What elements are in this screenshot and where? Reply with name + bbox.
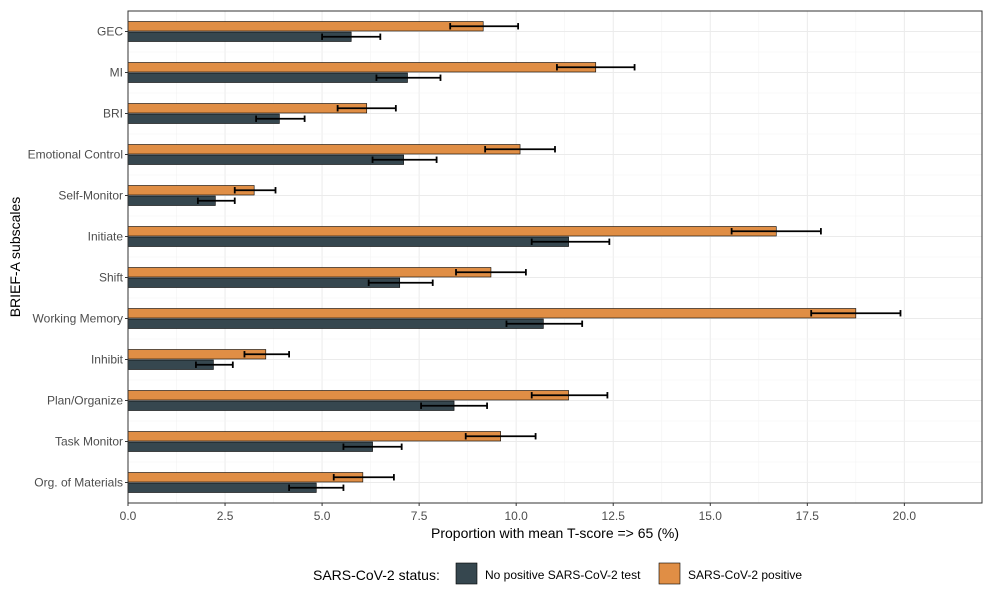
x-tick-label: 15.0 — [699, 509, 723, 523]
bar-no-positive — [127, 31, 352, 42]
grid — [127, 10, 982, 503]
y-axis: GEC MI BRI Emotional Control Self-Monitor Ini… — [28, 25, 128, 490]
y-axis-title: BRIEF-A subscales — [7, 197, 23, 318]
bar-positive — [127, 62, 597, 73]
bar-positive — [127, 267, 492, 278]
bar-no-positive — [127, 72, 408, 83]
x-tick-label: 17.5 — [796, 509, 820, 523]
legend-title: SARS-CoV-2 status: — [313, 567, 440, 583]
y-tick-label: GEC — [97, 25, 123, 39]
bar-no-positive — [127, 318, 544, 329]
y-tick-label: Inhibit — [91, 353, 124, 367]
bar-no-positive — [127, 482, 317, 493]
y-tick-label: Shift — [99, 271, 124, 285]
x-tick-label: 0.0 — [120, 509, 137, 523]
legend-label-positive: SARS-CoV-2 positive — [688, 568, 802, 582]
y-tick-label: Self-Monitor — [58, 189, 123, 203]
x-tick-label: 2.5 — [217, 509, 234, 523]
x-tick-label: 12.5 — [602, 509, 626, 523]
y-tick-label: Emotional Control — [28, 148, 123, 162]
y-tick-label: Task Monitor — [55, 435, 123, 449]
legend-key-no-positive — [455, 562, 478, 585]
bar-no-positive — [127, 277, 401, 288]
y-tick-label: Initiate — [88, 230, 124, 244]
bar-positive — [127, 308, 857, 319]
bar-positive — [127, 103, 368, 114]
legend-key-positive — [658, 562, 681, 585]
bar-no-positive — [127, 236, 569, 247]
y-tick-label: Plan/Organize — [47, 394, 123, 408]
error-bars — [195, 23, 902, 491]
x-tick-label: 10.0 — [505, 509, 529, 523]
x-axis: 0.0 2.5 5.0 7.5 10.0 12.5 15.0 17.5 20.0 — [120, 503, 917, 523]
bar-positive — [127, 21, 484, 32]
bar-positive — [127, 390, 569, 401]
bars — [127, 21, 857, 493]
bar-positive — [127, 226, 777, 237]
x-tick-label: 7.5 — [411, 509, 428, 523]
legend-label-no-positive: No positive SARS-CoV-2 test — [485, 568, 641, 582]
x-axis-title: Proportion with mean T-score => 65 (%) — [431, 525, 679, 541]
bar-no-positive — [127, 400, 455, 411]
panel-border — [127, 10, 983, 504]
y-tick-label: Org. of Materials — [34, 476, 123, 490]
legend: SARS-CoV-2 status: No positive SARS-CoV-… — [313, 562, 802, 585]
bar-positive — [127, 144, 521, 155]
bar-positive — [127, 472, 364, 483]
x-tick-label: 20.0 — [893, 509, 917, 523]
y-tick-label: BRI — [103, 107, 123, 121]
bar-positive — [127, 431, 501, 442]
y-tick-label: Working Memory — [33, 312, 123, 326]
bar-no-positive — [127, 441, 373, 452]
bar-no-positive — [127, 154, 404, 165]
y-tick-label: MI — [110, 66, 123, 80]
x-tick-label: 5.0 — [314, 509, 331, 523]
